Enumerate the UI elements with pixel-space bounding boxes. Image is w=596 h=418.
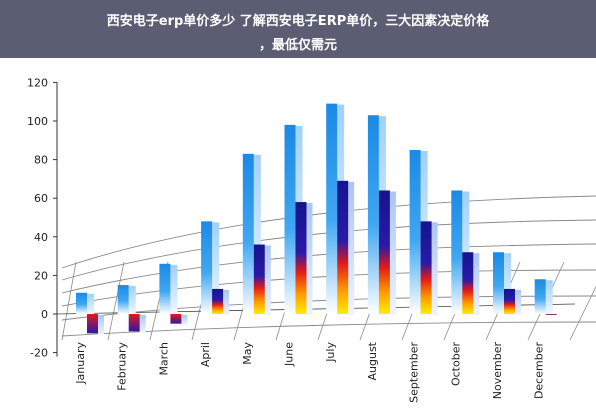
y-tick-label: 80 <box>34 154 48 167</box>
bar-side <box>181 315 188 325</box>
bar-series-1 <box>534 279 546 314</box>
bar-series-2 <box>253 244 265 314</box>
bar-series-1 <box>242 153 254 314</box>
x-tick-label: January <box>74 342 87 385</box>
bar-series-1 <box>76 292 87 314</box>
bar-side <box>98 315 104 335</box>
x-tick-label: May <box>241 342 254 365</box>
bar-series-2 <box>87 314 98 334</box>
bar-series-2 <box>337 180 349 314</box>
bar-side <box>139 315 146 333</box>
x-tick-label: April <box>199 342 212 367</box>
bar-side <box>515 289 521 315</box>
bar-side <box>348 181 355 315</box>
x-tick-label: October <box>449 342 462 386</box>
grid-curve <box>61 243 596 294</box>
x-tick-label: March <box>157 342 170 376</box>
title-line-1: 西安电子erp单价多少 了解西安电子ERP单价，三大因素决定价格 <box>106 14 490 29</box>
bar-side <box>306 203 313 315</box>
bar-side <box>264 245 271 315</box>
bar-side <box>128 286 136 315</box>
y-tick-label: 60 <box>34 192 48 205</box>
bar-series-2 <box>212 288 224 314</box>
x-tick-label: August <box>366 341 379 380</box>
bar-side <box>170 264 178 315</box>
bar-series-2 <box>420 221 432 314</box>
x-tick-label: December <box>533 342 546 400</box>
grid-line <box>569 285 596 341</box>
y-tick-label: -20 <box>30 347 48 360</box>
grid-line <box>107 261 125 341</box>
y-tick-label: 20 <box>34 269 48 282</box>
grid-line <box>61 261 77 341</box>
bar-series-1 <box>326 103 338 314</box>
x-tick-label: November <box>491 342 504 400</box>
bar-side <box>431 222 438 315</box>
bar-series-1 <box>493 252 504 314</box>
x-tick-label: June <box>283 342 296 367</box>
x-tick-label: February <box>116 342 129 391</box>
title-banner: 西安电子erp单价多少 了解西安电子ERP单价，三大因素决定价格 ，最低仅需元 <box>0 0 596 58</box>
bar-series-2 <box>462 252 474 314</box>
bar-side <box>87 293 94 315</box>
bar-side <box>389 191 396 315</box>
bar-series-2 <box>545 314 557 315</box>
bar-series-1 <box>201 221 213 314</box>
y-tick-label: 40 <box>34 231 48 244</box>
bar-series-2 <box>128 314 140 332</box>
bar-series-1 <box>284 124 296 314</box>
bar-side <box>223 289 230 315</box>
bar-series-1 <box>367 115 379 315</box>
bar-side <box>473 253 480 315</box>
grid-curve <box>61 195 596 269</box>
bar-series-2 <box>170 314 182 324</box>
bar-side <box>212 222 220 315</box>
x-tick-label: September <box>408 342 421 403</box>
y-axis: -20 0 20 40 60 80 100 120 <box>27 76 58 360</box>
grid-curve <box>61 219 596 281</box>
bars <box>76 103 557 335</box>
bar-series-2 <box>295 202 307 314</box>
zero-line <box>56 303 576 315</box>
bar-series-1 <box>159 263 171 314</box>
y-tick-label: 100 <box>27 115 48 128</box>
x-tick-label: July <box>324 342 337 363</box>
bar-series-1 <box>409 149 421 314</box>
title-line-2: ，最低仅需元 <box>258 38 337 53</box>
bar-side <box>545 280 553 315</box>
y-tick-label: 120 <box>27 76 48 89</box>
bar-series-1 <box>451 190 463 314</box>
y-tick-label: 0 <box>41 308 48 321</box>
bar-series-2 <box>504 288 515 314</box>
bar-series-2 <box>378 190 390 314</box>
x-axis-labels: January February March April May June July Augu… <box>74 341 546 402</box>
bar-side <box>504 253 511 315</box>
bar-series-1 <box>117 285 129 314</box>
bar-side <box>253 154 261 315</box>
grid-curve <box>61 321 596 337</box>
